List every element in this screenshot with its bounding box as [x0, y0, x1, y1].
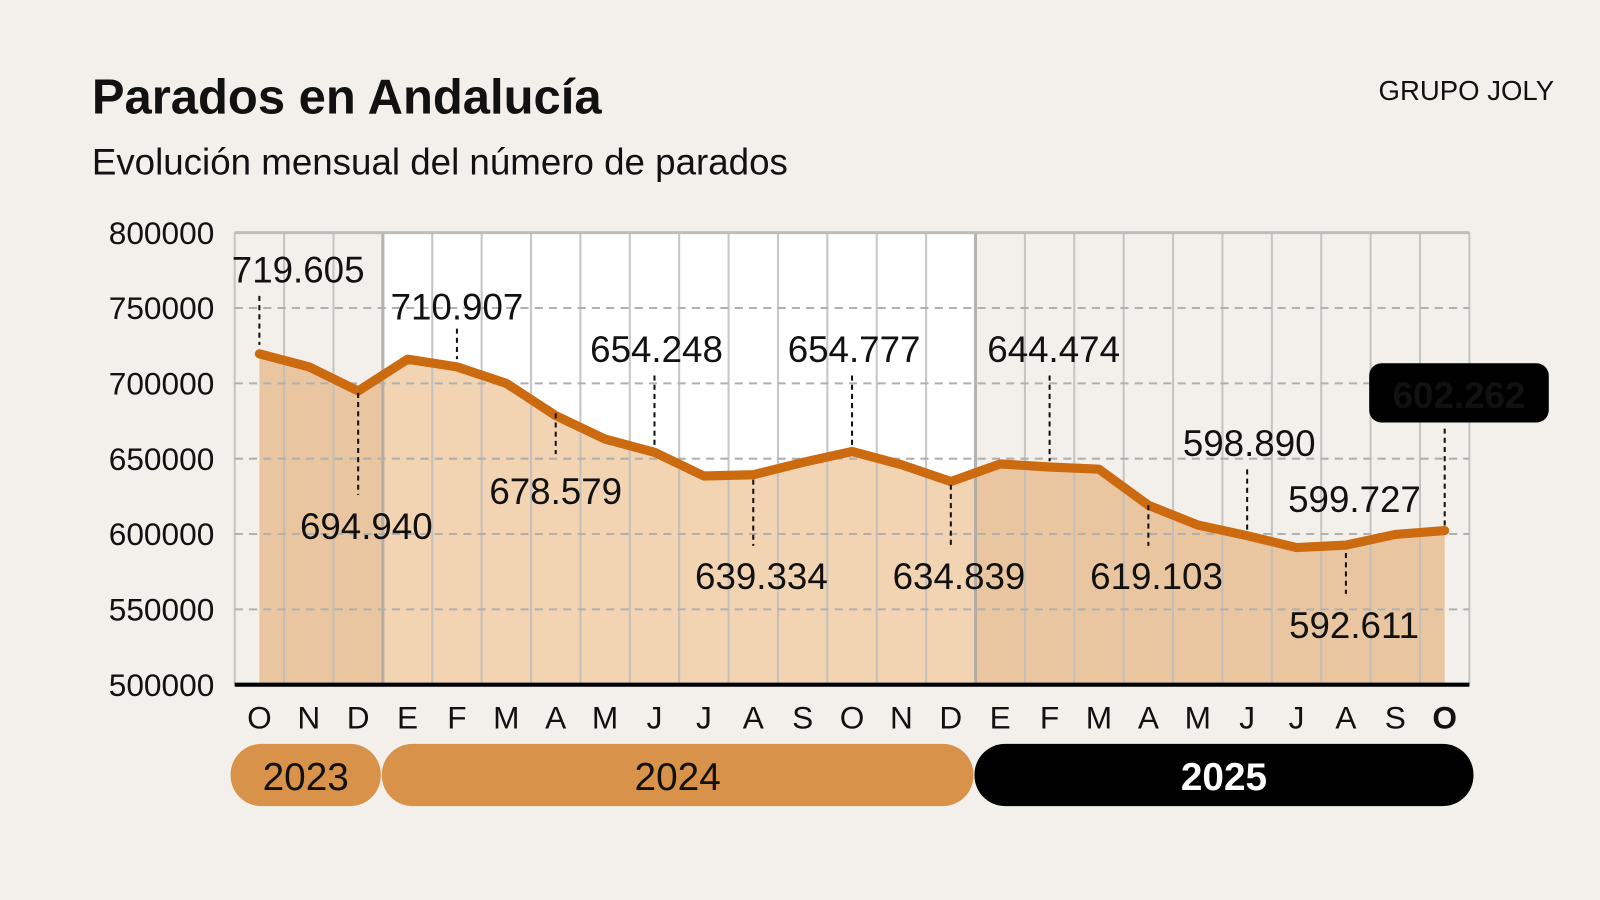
plot-area: 500000 550000 600000 650000 700000 750000 8000…	[109, 215, 1549, 807]
x-tick-label: D	[939, 700, 962, 736]
x-tick-label: N	[297, 700, 320, 736]
x-tick-label: M	[1185, 700, 1211, 736]
y-tick-label: 500000	[109, 667, 215, 703]
y-tick-label: 800000	[109, 215, 215, 251]
y-tick-label: 600000	[109, 516, 215, 552]
x-tick-label: F	[447, 700, 466, 736]
x-tick-label: M	[592, 700, 618, 736]
year-pill-2023	[230, 743, 381, 807]
data-label: 644.474	[987, 329, 1120, 370]
x-tick-label: D	[347, 700, 370, 736]
data-label: 654.777	[788, 329, 921, 370]
area-fill-2025	[975, 463, 1445, 685]
area-fill-2023	[259, 353, 383, 685]
data-label: 639.334	[695, 556, 828, 597]
data-label: 654.248	[590, 329, 723, 370]
x-tick-label: E	[397, 700, 418, 736]
data-label: 592.611	[1289, 605, 1419, 646]
x-tick-label: J	[647, 700, 663, 736]
series-line	[254, 349, 1450, 553]
y-tick-label: 650000	[109, 441, 215, 477]
data-label: 678.579	[489, 471, 622, 512]
x-tick-label: S	[792, 700, 813, 736]
brand-logo-text: GRUPO JOLY	[1379, 75, 1555, 106]
x-tick-label: S	[1385, 700, 1406, 736]
x-tick-label: J	[1239, 700, 1255, 736]
x-tick-label: O	[840, 700, 865, 736]
x-tick-label: J	[696, 700, 712, 736]
data-label: 598.890	[1183, 423, 1316, 464]
chart-subtitle: Evolución mensual del número de parados	[92, 141, 788, 182]
year-pill-2025	[974, 743, 1474, 807]
year-label: 2024	[635, 756, 721, 799]
data-label: 694.940	[300, 506, 433, 547]
x-tick-label: A	[743, 700, 765, 736]
y-tick-label: 750000	[109, 290, 215, 326]
x-tick-label: O	[247, 700, 272, 736]
x-tick-label: M	[493, 700, 519, 736]
x-tick-label: E	[990, 700, 1011, 736]
data-label: 719.605	[232, 250, 365, 291]
year-label: 2023	[263, 756, 349, 799]
y-tick-label: 700000	[109, 366, 215, 402]
x-tick-label: J	[1289, 700, 1305, 736]
data-label: 599.727	[1288, 479, 1421, 520]
x-tick-label: A	[1335, 700, 1357, 736]
x-tick-label: F	[1040, 700, 1059, 736]
data-label: 619.103	[1090, 556, 1223, 597]
year-pill-2024	[381, 743, 974, 807]
x-tick-label: N	[890, 700, 913, 736]
x-tick-label: O	[1432, 700, 1457, 736]
data-label: 634.839	[893, 556, 1026, 597]
chart-title: Parados en Andalucía	[92, 70, 603, 124]
data-label: 602.262	[1393, 375, 1526, 416]
x-tick-label: M	[1086, 700, 1112, 736]
y-tick-label: 550000	[109, 592, 215, 628]
x-tick-label: A	[545, 700, 567, 736]
x-tick-label: A	[1138, 700, 1160, 736]
data-label: 710.907	[391, 286, 524, 327]
highlight-label-box	[1369, 363, 1549, 423]
year-label: 2025	[1181, 756, 1267, 799]
